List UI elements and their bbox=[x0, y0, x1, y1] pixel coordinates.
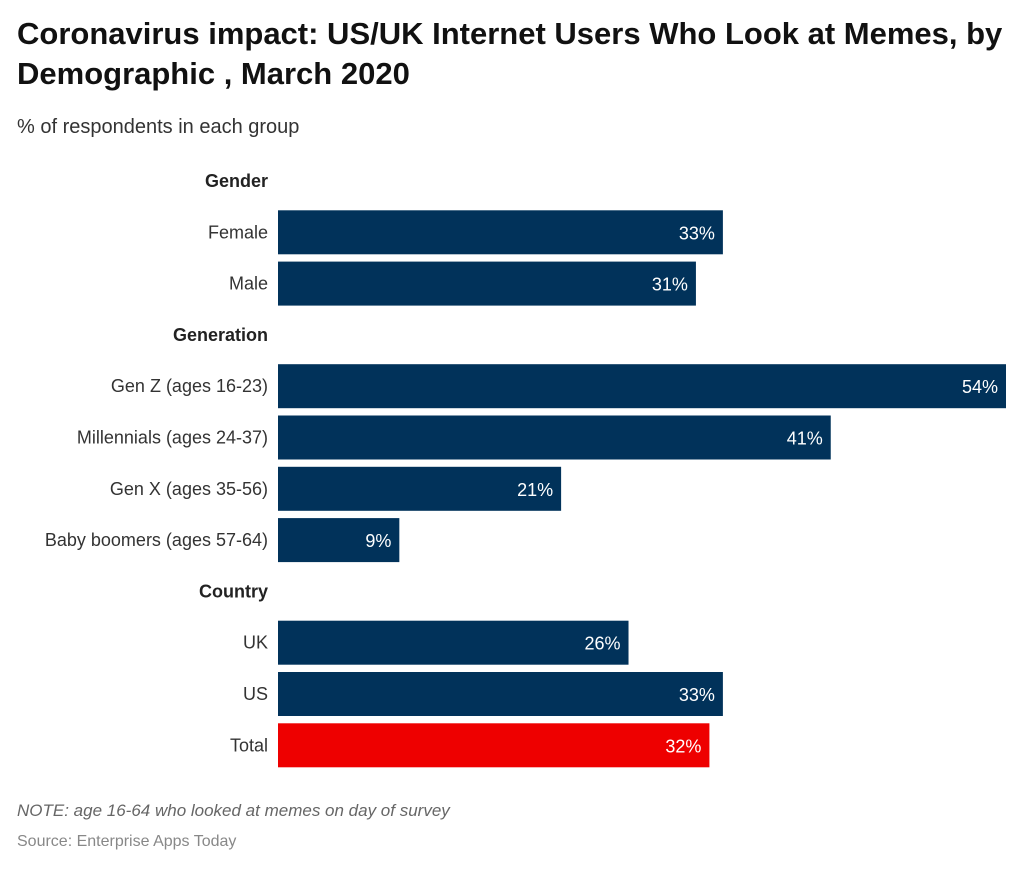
group-label: Gender bbox=[205, 171, 268, 191]
category-label: UK bbox=[243, 633, 268, 653]
data-label: 21% bbox=[517, 480, 553, 500]
bar bbox=[278, 261, 696, 306]
chart-subtitle: % of respondents in each group bbox=[17, 116, 300, 138]
bar bbox=[278, 620, 629, 665]
data-label: 9% bbox=[365, 531, 391, 551]
category-label: Female bbox=[208, 222, 268, 242]
bar bbox=[278, 723, 710, 768]
chart-title: Coronavirus impact: US/UK Internet Users… bbox=[17, 16, 1003, 91]
category-label: Male bbox=[229, 274, 268, 294]
bar bbox=[278, 466, 562, 511]
chart-source: Source: Enterprise Apps Today bbox=[17, 833, 237, 850]
category-label: Baby boomers (ages 57-64) bbox=[45, 530, 268, 550]
bar bbox=[278, 210, 723, 255]
category-label: Gen X (ages 35-56) bbox=[110, 479, 268, 499]
data-label: 41% bbox=[787, 429, 823, 449]
category-label: Total bbox=[230, 735, 268, 755]
chart-note: NOTE: age 16-64 who looked at memes on d… bbox=[17, 801, 450, 820]
bar bbox=[278, 518, 400, 563]
data-label: 33% bbox=[679, 223, 715, 243]
data-label: 26% bbox=[584, 634, 620, 654]
bar bbox=[278, 672, 723, 716]
group-label: Country bbox=[199, 581, 268, 601]
category-label: US bbox=[243, 684, 268, 704]
bar bbox=[278, 364, 1006, 409]
bar bbox=[278, 415, 831, 460]
category-label: Gen Z (ages 16-23) bbox=[111, 376, 268, 396]
data-label: 32% bbox=[665, 736, 701, 756]
data-label: 31% bbox=[652, 275, 688, 295]
data-label: 33% bbox=[679, 685, 715, 705]
data-label: 54% bbox=[962, 377, 998, 397]
group-label: Generation bbox=[173, 325, 268, 345]
category-label: Millennials (ages 24-37) bbox=[77, 428, 268, 448]
